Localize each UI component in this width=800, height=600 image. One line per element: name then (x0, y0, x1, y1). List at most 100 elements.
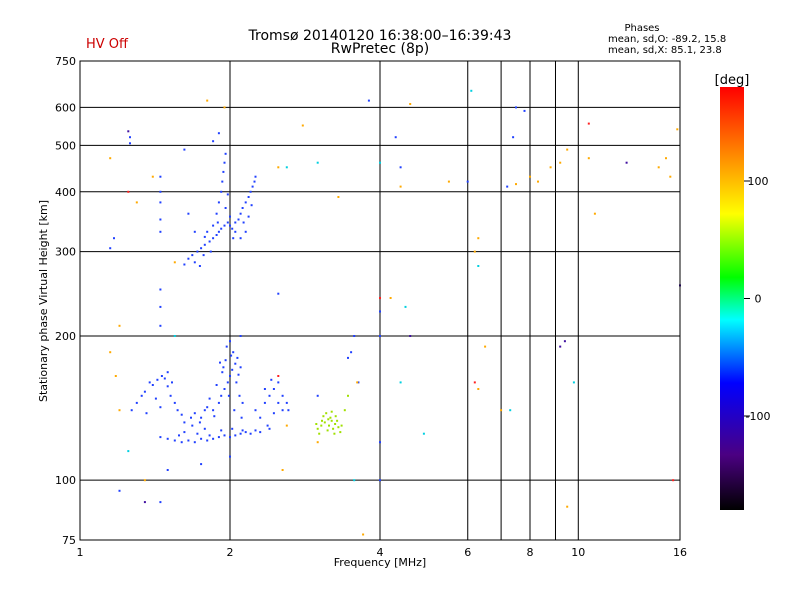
x-tick-label: 6 (464, 546, 471, 559)
data-point (159, 190, 162, 193)
data-point (200, 463, 203, 466)
x-tick-label: 2 (227, 546, 234, 559)
data-point (394, 136, 397, 139)
x-tick-label: 4 (377, 546, 384, 559)
data-point (193, 412, 196, 415)
x-tick-label: 10 (571, 546, 585, 559)
data-point (337, 426, 340, 429)
data-point (559, 345, 562, 348)
data-point (254, 409, 257, 412)
y-tick-label: 750 (55, 55, 76, 68)
data-point (357, 381, 360, 384)
data-point (143, 501, 146, 504)
data-point (217, 201, 220, 204)
data-point (277, 381, 280, 384)
y-tick-label: 75 (62, 534, 76, 547)
data-point (193, 230, 196, 233)
data-point (277, 401, 280, 404)
y-axis-label: Stationary phase Virtual Height [km] (37, 200, 50, 402)
data-point (196, 250, 199, 253)
data-point (212, 224, 215, 227)
data-point (350, 351, 353, 354)
data-point (337, 196, 340, 198)
data-point (166, 469, 169, 471)
data-point (330, 419, 333, 422)
data-point (515, 106, 517, 109)
data-point (399, 185, 402, 188)
data-point (329, 416, 332, 419)
data-point (287, 409, 290, 412)
data-point (145, 412, 148, 415)
data-point (537, 180, 539, 183)
x-tick-label: 1 (77, 546, 84, 559)
data-point (159, 501, 162, 504)
data-point (130, 409, 133, 412)
data-point (281, 469, 284, 471)
data-point (301, 124, 304, 127)
data-point (247, 215, 250, 218)
data-point (203, 235, 206, 238)
data-point (327, 418, 330, 421)
data-point (180, 441, 183, 444)
data-point (222, 366, 225, 369)
data-point (389, 297, 392, 299)
data-point (212, 437, 215, 440)
data-point (236, 356, 239, 359)
data-point (109, 157, 112, 160)
data-point (477, 265, 480, 267)
data-point (173, 261, 176, 264)
data-point (159, 175, 162, 178)
data-point (316, 394, 319, 397)
data-point (281, 394, 284, 397)
data-point (159, 406, 162, 409)
data-point (226, 193, 229, 196)
data-point (217, 230, 220, 233)
data-point (379, 335, 381, 337)
data-point (593, 212, 596, 215)
data-point (151, 175, 154, 178)
data-point (229, 340, 231, 343)
data-point (250, 204, 253, 207)
y-tick-label: 200 (55, 330, 76, 343)
data-point (270, 378, 273, 381)
data-point (191, 254, 194, 257)
data-point (171, 381, 173, 384)
data-point (466, 180, 469, 183)
data-point (127, 130, 130, 133)
data-point (566, 148, 569, 151)
data-point (166, 385, 169, 388)
data-point (559, 161, 562, 164)
data-point (325, 412, 328, 415)
data-point (234, 434, 237, 437)
data-point (226, 221, 229, 224)
data-point (213, 415, 216, 418)
data-point (239, 335, 242, 337)
data-point (239, 366, 242, 369)
data-point (512, 136, 515, 139)
data-point (676, 128, 679, 131)
data-point (118, 489, 121, 492)
data-point (159, 324, 162, 327)
data-point (176, 409, 179, 412)
data-point (159, 436, 162, 439)
data-point (572, 381, 575, 384)
data-point (127, 190, 130, 193)
data-point (203, 243, 206, 246)
data-point (477, 388, 480, 390)
data-point (234, 221, 237, 224)
data-point (135, 401, 138, 404)
data-point (259, 431, 262, 434)
data-point (240, 416, 243, 419)
data-point (135, 201, 138, 204)
data-point (232, 351, 235, 354)
data-point (379, 479, 381, 482)
data-point (285, 401, 288, 404)
data-point (239, 212, 242, 215)
data-point (200, 247, 203, 250)
data-point (235, 381, 238, 384)
data-point (166, 371, 169, 374)
data-point (272, 412, 275, 415)
data-point (241, 401, 244, 404)
data-point (227, 394, 230, 397)
data-point (200, 416, 203, 419)
